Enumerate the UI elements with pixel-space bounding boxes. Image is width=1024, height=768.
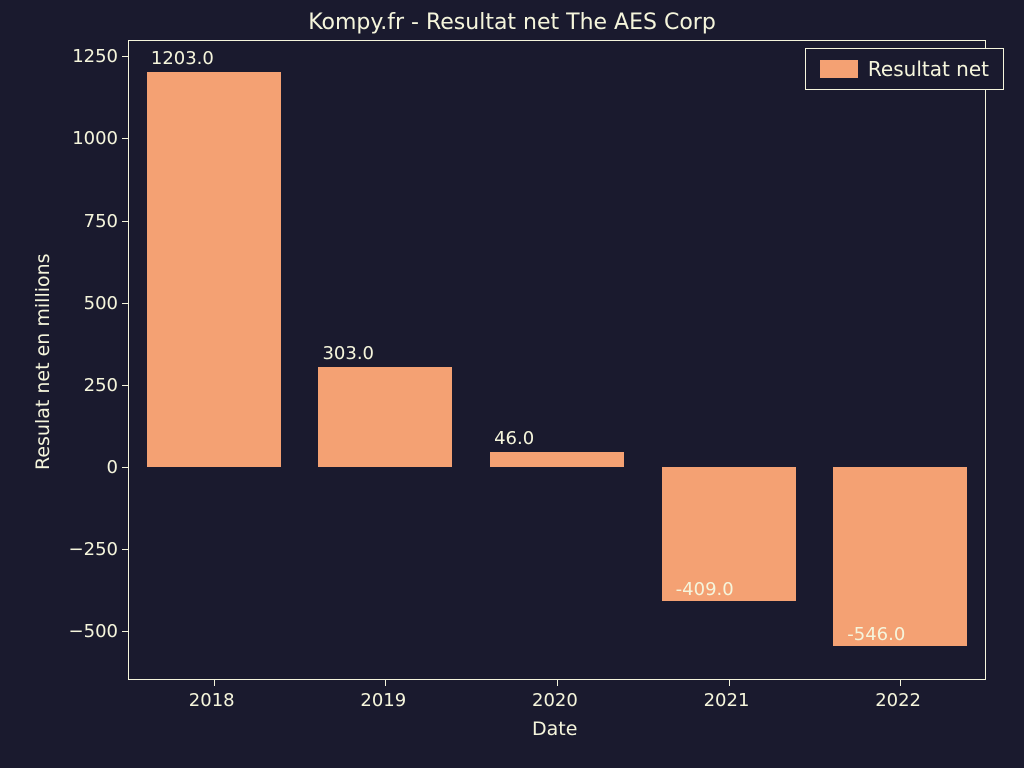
y-tick-label: −500 <box>69 621 118 642</box>
bar <box>833 467 967 646</box>
y-tick-mark <box>122 631 128 632</box>
x-tick-mark <box>385 680 386 686</box>
y-tick-label: 1250 <box>72 46 118 67</box>
bar-value-label: -546.0 <box>847 624 905 645</box>
x-tick-mark <box>214 680 215 686</box>
x-tick-label: 2019 <box>360 690 406 711</box>
x-tick-mark <box>557 680 558 686</box>
y-tick-mark <box>122 56 128 57</box>
legend-text: Resultat net <box>868 57 989 81</box>
y-tick-mark <box>122 467 128 468</box>
y-tick-mark <box>122 303 128 304</box>
x-tick-label: 2022 <box>875 690 921 711</box>
x-tick-label: 2018 <box>189 690 235 711</box>
bar-value-label: 46.0 <box>494 428 534 449</box>
y-tick-label: 250 <box>84 375 118 396</box>
bar <box>490 452 624 467</box>
y-tick-label: 750 <box>84 211 118 232</box>
x-tick-label: 2020 <box>532 690 578 711</box>
bar-value-label: 303.0 <box>322 343 374 364</box>
y-tick-label: 500 <box>84 293 118 314</box>
legend-swatch <box>820 60 858 78</box>
y-tick-mark <box>122 221 128 222</box>
bar-value-label: -409.0 <box>676 579 734 600</box>
y-tick-label: 1000 <box>72 128 118 149</box>
y-tick-mark <box>122 549 128 550</box>
x-axis-label: Date <box>532 718 577 740</box>
x-tick-mark <box>729 680 730 686</box>
x-tick-mark <box>900 680 901 686</box>
bar <box>318 367 452 466</box>
y-tick-mark <box>122 385 128 386</box>
y-tick-label: −250 <box>69 539 118 560</box>
x-tick-label: 2021 <box>704 690 750 711</box>
legend: Resultat net <box>805 48 1004 90</box>
chart-container: Kompy.fr - Resultat net The AES Corp Res… <box>0 0 1024 768</box>
bar-value-label: 1203.0 <box>151 48 214 69</box>
y-tick-label: 0 <box>107 457 118 478</box>
chart-title: Kompy.fr - Resultat net The AES Corp <box>0 10 1024 35</box>
bar <box>147 72 281 467</box>
y-axis-label: Resulat net en millions <box>32 253 54 470</box>
y-tick-mark <box>122 138 128 139</box>
